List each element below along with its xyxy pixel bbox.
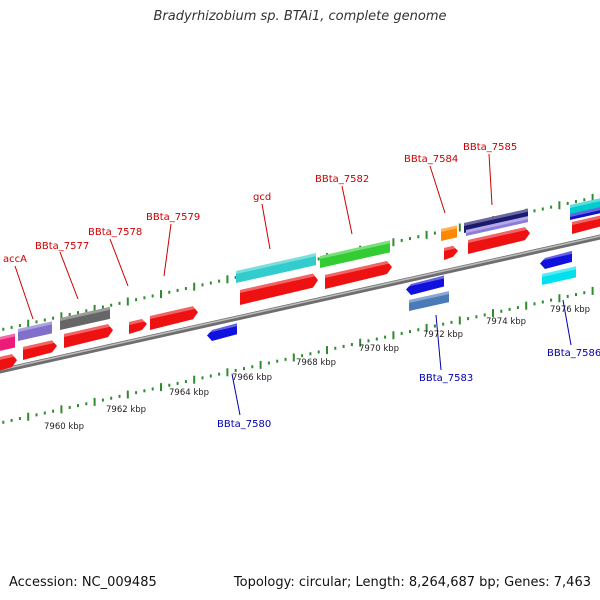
feature-gcd-cyan — [236, 253, 316, 283]
leader-line — [429, 165, 446, 214]
gene-label-bbta-7579: BBta_7579 — [146, 212, 200, 223]
feature-pink — [0, 333, 15, 351]
feature-blue-arrow-shine — [207, 323, 237, 333]
gene-labels: accA BBta_7577 BBta_7578 BBta_7579 gcd B… — [3, 142, 600, 430]
feature-red-arrow-shine — [64, 323, 113, 337]
scale-label: 7964 kbp — [169, 388, 209, 398]
feature-red-arrow-shine — [325, 260, 392, 278]
scale-label: 7972 kbp — [423, 330, 463, 340]
gene-label-bbta-7577: BBta_7577 — [35, 241, 89, 252]
feature-orange-shine — [441, 225, 457, 232]
gene-label-bbta-7586: BBta_7586 — [547, 348, 600, 359]
feature-red-arrow-shine — [468, 226, 530, 243]
feature-red-arrow-shine — [444, 244, 458, 251]
scale-label: 7974 kbp — [486, 317, 526, 327]
scale-label: 7970 kbp — [359, 344, 399, 354]
gene-label-bbta-7580: BBta_7580 — [217, 419, 271, 430]
scale-label: 7968 kbp — [296, 358, 336, 368]
feature-red-arrow — [444, 245, 458, 260]
leader-line — [488, 153, 493, 206]
feature-cyan-bottom-shine — [542, 266, 576, 277]
feature-cyan-right-shine — [570, 198, 600, 208]
feature-red-arrow — [0, 354, 17, 371]
gene-label-gcd: gcd — [253, 192, 271, 203]
feature-orange — [441, 225, 457, 241]
feature-red-arrow-shine — [129, 317, 147, 325]
feature-red-arrow — [468, 227, 530, 254]
feature-green-shine — [320, 240, 390, 259]
feature-blue-arrow — [207, 323, 237, 341]
feature-accA-purple — [18, 321, 52, 341]
leader-line — [435, 314, 442, 371]
leader-line — [261, 203, 271, 250]
feature-red-arrow — [64, 324, 113, 348]
feature-red-arrow — [572, 215, 600, 234]
feature-blue-arrow — [406, 275, 444, 295]
feature-red-arrow — [23, 340, 57, 360]
leader-line — [109, 238, 129, 287]
feature-lavender-shine — [466, 216, 528, 233]
accession-text: Accession: NC_009485 — [9, 575, 157, 590]
feature-steelblue-shine — [409, 291, 449, 303]
feature-pink-shine — [0, 333, 15, 340]
feature-red-arrow-shine — [0, 353, 17, 360]
leader-line — [341, 185, 353, 235]
feature-lavender — [466, 216, 528, 236]
feature-red-arrow-shine — [150, 305, 198, 319]
gene-label-bbta-7583: BBta_7583 — [419, 373, 473, 384]
gene-label-acca: accA — [3, 254, 27, 265]
feature-navy-shine — [464, 208, 528, 226]
leader-line — [14, 265, 34, 320]
feature-blue-arrow-shine — [540, 250, 572, 261]
gene-label-bbta-7584: BBta_7584 — [404, 154, 458, 165]
gene-label-bbta-7585: BBta_7585 — [463, 142, 517, 153]
scale-label: 7962 kbp — [106, 405, 146, 415]
feature-gcd-cyan-shine — [236, 253, 316, 274]
scale-label: 7976 kbp — [550, 305, 590, 315]
leader-line — [59, 251, 79, 300]
scale-label: 7966 kbp — [232, 373, 272, 383]
feature-red-arrow — [129, 318, 147, 334]
feature-red-arrow — [240, 273, 318, 305]
genome-summary-text: Topology: circular; Length: 8,264,687 bp… — [233, 575, 591, 590]
feature-steelblue — [409, 291, 449, 311]
feature-blue-top-shine — [570, 207, 600, 217]
reverse-tick-row — [2, 286, 600, 424]
feature-red-arrow — [150, 306, 198, 330]
feature-grey-shine — [60, 306, 110, 321]
feature-blue-arrow — [540, 250, 572, 269]
gene-label-bbta-7582: BBta_7582 — [315, 174, 369, 185]
feature-green — [320, 240, 390, 268]
feature-red-arrow — [325, 261, 392, 289]
label-leaders — [14, 153, 572, 416]
gene-features — [0, 198, 600, 371]
leader-line — [562, 299, 572, 346]
feature-red-arrow-shine — [240, 272, 318, 293]
feature-red-arrow-shine — [572, 215, 600, 225]
map-title: Bradyrhizobium sp. BTAi1, complete genom… — [153, 9, 447, 24]
leader-line — [163, 223, 172, 277]
feature-red-arrow-shine — [23, 339, 57, 350]
feature-cyan-bottom — [542, 266, 576, 285]
feature-blue-top — [570, 207, 600, 220]
kbp-scale-labels: 7960 kbp 7962 kbp 7964 kbp 7966 kbp 7968… — [44, 305, 590, 432]
genome-backbone — [0, 234, 600, 374]
scale-label: 7960 kbp — [44, 422, 84, 432]
feature-accA-purple-shine — [18, 321, 52, 332]
feature-blue-arrow-shine — [406, 275, 444, 287]
gene-label-bbta-7578: BBta_7578 — [88, 227, 142, 238]
feature-cyan-right — [570, 198, 600, 215]
feature-grey — [60, 306, 110, 330]
leader-line — [231, 373, 241, 416]
